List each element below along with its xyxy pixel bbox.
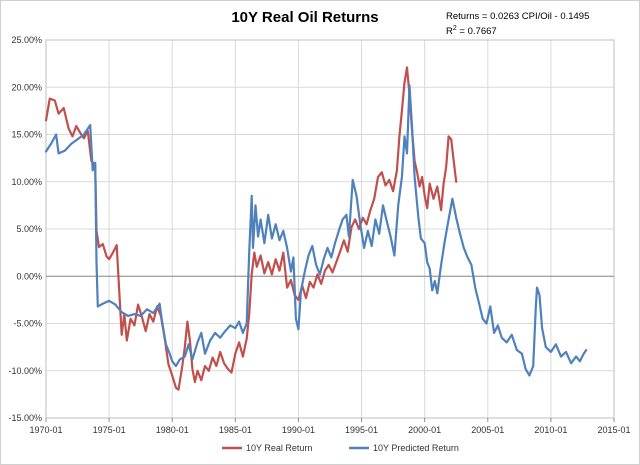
x-tick-label: 1985-01 <box>219 425 252 435</box>
y-tick-label: 25.00% <box>11 35 42 45</box>
y-tick-label: 15.00% <box>11 130 42 140</box>
legend: 10Y Real Return 10Y Predicted Return <box>222 443 459 453</box>
x-tick-label: 1970-01 <box>29 425 62 435</box>
y-tick-label: 10.00% <box>11 177 42 187</box>
chart-title: 10Y Real Oil Returns <box>231 9 378 26</box>
x-tick-label: 1990-01 <box>282 425 315 435</box>
x-tick-label: 2015-01 <box>597 425 630 435</box>
axes: 25.00% 20.00% 15.00% 10.00% 5.00% 0.00% -5.00%… <box>8 35 630 435</box>
r-squared-label: R <box>446 26 453 37</box>
y-tick-label: -10.00% <box>8 366 42 376</box>
x-tick-label: 1980-01 <box>156 425 189 435</box>
x-tick-label: 1995-01 <box>345 425 378 435</box>
x-tick-label: 2010-01 <box>534 425 567 435</box>
y-tick-label: -15.00% <box>8 413 42 423</box>
x-tick-label: 1975-01 <box>93 425 126 435</box>
r-squared-value: = 0.7667 <box>457 26 497 37</box>
series-line-10y-predicted-return <box>44 84 588 377</box>
y-tick-label: -5.00% <box>13 319 42 329</box>
y-tick-label: 5.00% <box>16 224 42 234</box>
x-tick-label: 2000-01 <box>408 425 441 435</box>
r-squared-annotation: R2 = 0.7667 <box>446 25 497 37</box>
series-lines <box>44 66 588 391</box>
plot-area-frame <box>45 39 615 419</box>
r-squared-exponent: 2 <box>453 25 457 32</box>
y-tick-label: 20.00% <box>11 82 42 92</box>
equation-annotation: Returns = 0.0263 CPI/Oil - 0.1495 <box>446 11 589 22</box>
legend-label-10y-predicted-return: 10Y Predicted Return <box>373 443 459 453</box>
series-line-10y-real-return <box>44 66 458 391</box>
x-tick-label: 2005-01 <box>471 425 504 435</box>
y-tick-label: 0.00% <box>16 271 42 281</box>
legend-label-10y-real-return: 10Y Real Return <box>246 443 312 453</box>
